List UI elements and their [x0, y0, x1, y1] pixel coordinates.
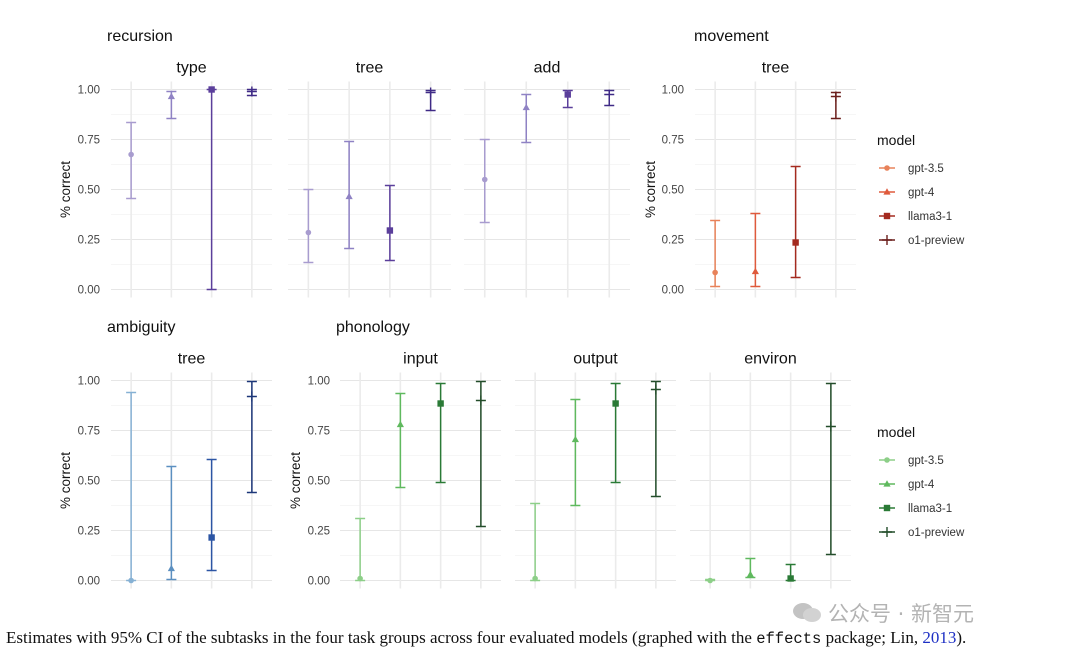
data-point-gpt-4	[751, 267, 759, 275]
legend-label-llama3-1: llama3-1	[908, 211, 952, 223]
y-tick-label: 0.00	[78, 285, 100, 297]
data-point-o1-preview	[246, 86, 257, 97]
chart-figure: recursion 0.00 0.25 0.50 0.75 1.00 % correct ty…	[58, 28, 965, 589]
legend-label-gpt-4: gpt-4	[908, 187, 935, 199]
legend-label-gpt-3.5: gpt-3.5	[908, 455, 944, 467]
y-tick-label: 1.00	[78, 85, 100, 97]
y-tick-label: 0.75	[662, 135, 684, 147]
legend-key-marker	[884, 165, 890, 171]
legend-key-marker	[883, 504, 891, 512]
y-tick-label: 0.75	[78, 135, 100, 147]
caption-citation-year[interactable]: 2013	[922, 628, 957, 647]
group-title-ambiguity: ambiguity	[107, 319, 175, 336]
group-title-phonology: phonology	[336, 319, 410, 336]
panel-title-input: input	[403, 351, 438, 368]
data-point-gpt-4	[396, 420, 404, 428]
legend-key-marker	[884, 457, 890, 463]
group-title-movement: movement	[694, 28, 769, 45]
y-axis-label: % correct	[288, 452, 303, 509]
data-point-o1-preview	[650, 384, 661, 395]
data-point-gpt-3.5	[532, 575, 538, 582]
y-tick-label: 0.50	[78, 476, 100, 488]
legend-key-marker	[883, 480, 891, 487]
data-point-gpt-4	[167, 564, 175, 572]
y-axis-label: % correct	[58, 161, 73, 218]
data-point-o1-preview	[604, 89, 615, 100]
y-tick-label: 1.00	[308, 376, 330, 388]
data-point-llama3-1	[612, 400, 619, 407]
legend-key-marker	[883, 212, 891, 220]
watermark-text: 公众号 · 新智元	[828, 602, 975, 626]
figure-caption: Estimates with 95% CI of the subtasks in…	[6, 628, 1078, 648]
data-point-gpt-3.5	[481, 176, 488, 183]
data-point-o1-preview	[830, 91, 841, 102]
data-point-gpt-4	[746, 570, 754, 578]
panel-title-add: add	[534, 60, 561, 77]
y-tick-label: 0.50	[662, 185, 684, 197]
y-axis-label: % correct	[58, 452, 73, 509]
data-point-gpt-4	[522, 103, 530, 111]
y-tick-label: 0.75	[78, 426, 100, 438]
data-point-o1-preview	[475, 395, 486, 406]
data-point-gpt-3.5	[305, 229, 312, 236]
y-tick-label: 1.00	[78, 376, 100, 388]
legend-key-marker	[883, 188, 891, 195]
data-point-llama3-1	[437, 400, 444, 407]
panel-title-type: type	[176, 60, 206, 77]
y-tick-label: 0.00	[308, 576, 330, 588]
data-point-o1-preview	[246, 391, 257, 402]
y-tick-label: 0.25	[308, 526, 330, 538]
panel-title-tree: tree	[762, 60, 790, 77]
y-axis-label: % correct	[643, 161, 658, 218]
legend-key-marker	[882, 527, 892, 537]
data-point-gpt-3.5	[712, 269, 718, 276]
data-point-gpt-3.5	[707, 577, 713, 584]
data-point-gpt-3.5	[128, 151, 134, 158]
panel-title-output: output	[573, 351, 618, 368]
data-point-gpt-4	[167, 92, 175, 100]
panel-title-tree: tree	[178, 351, 206, 368]
watermark: 公众号 · 新智元	[792, 598, 974, 628]
data-point-gpt-3.5	[357, 575, 363, 582]
legend-key-marker	[882, 235, 892, 245]
y-tick-label: 0.25	[78, 526, 100, 538]
y-tick-label: 0.00	[78, 576, 100, 588]
data-point-llama3-1	[787, 575, 794, 582]
legend-title: model	[877, 132, 915, 148]
data-point-llama3-1	[208, 534, 215, 541]
data-point-o1-preview	[425, 87, 436, 98]
y-tick-label: 0.50	[78, 185, 100, 197]
data-point-gpt-4	[571, 435, 579, 443]
group-title-recursion: recursion	[107, 28, 173, 45]
data-point-llama3-1	[386, 227, 394, 234]
caption-text-2: package; Lin,	[821, 628, 923, 647]
y-tick-label: 0.75	[308, 426, 330, 438]
data-point-llama3-1	[564, 91, 571, 98]
y-tick-label: 1.00	[662, 85, 684, 97]
panel-title-environ: environ	[744, 351, 796, 368]
data-point-gpt-3.5	[128, 577, 134, 584]
data-point-llama3-1	[792, 239, 799, 246]
y-tick-label: 0.25	[78, 235, 100, 247]
data-point-llama3-1	[208, 86, 215, 93]
legend-label-llama3-1: llama3-1	[908, 503, 952, 515]
caption-text-1: Estimates with 95% CI of the subtasks in…	[6, 628, 757, 647]
data-point-gpt-4	[345, 192, 353, 200]
wechat-icon	[793, 603, 821, 622]
y-tick-label: 0.25	[662, 235, 684, 247]
caption-code: effects	[756, 630, 822, 648]
y-tick-label: 0.00	[662, 285, 684, 297]
caption-text-3: ).	[956, 628, 967, 647]
legend-label-o1-preview: o1-preview	[908, 527, 965, 539]
legend-label-gpt-3.5: gpt-3.5	[908, 163, 944, 175]
y-tick-label: 0.50	[308, 476, 330, 488]
legend-label-o1-preview: o1-preview	[908, 235, 965, 247]
legend-label-gpt-4: gpt-4	[908, 479, 935, 491]
legend-title: model	[877, 424, 915, 440]
data-point-o1-preview	[825, 421, 836, 432]
panel-title-tree: tree	[356, 60, 384, 77]
